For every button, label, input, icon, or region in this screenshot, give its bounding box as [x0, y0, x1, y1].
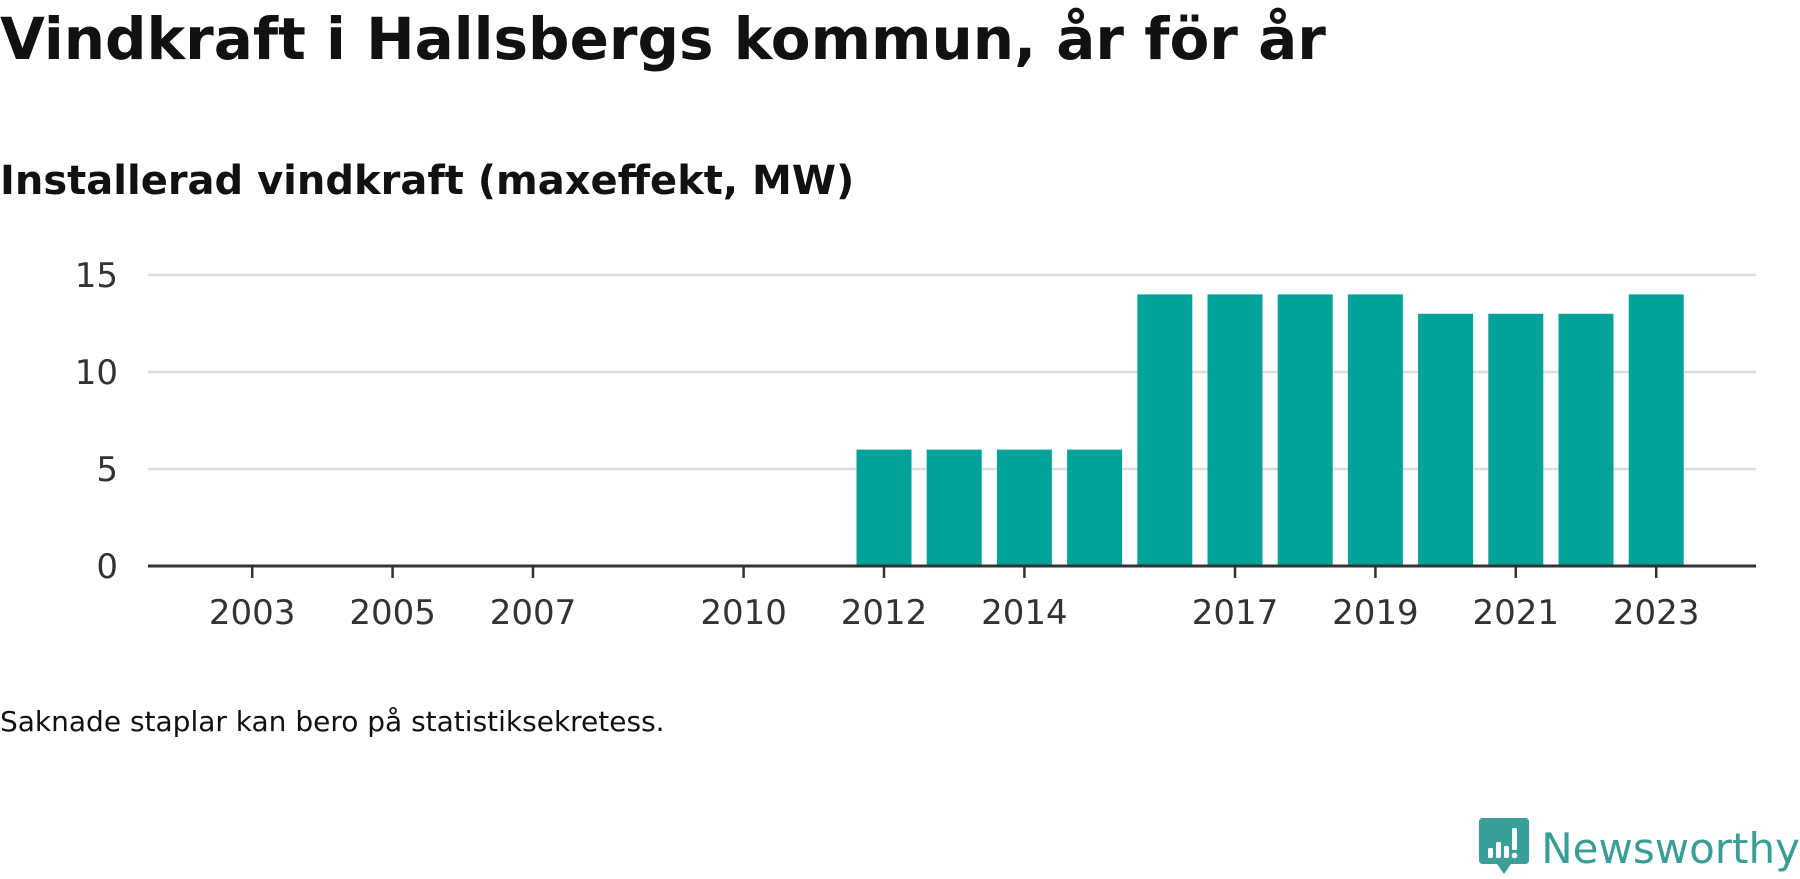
bars — [856, 294, 1684, 566]
bar-2014 — [996, 449, 1052, 566]
bar-2017 — [1207, 294, 1263, 566]
bar-2023 — [1628, 294, 1684, 566]
bar-2021 — [1488, 313, 1544, 566]
y-tick-label: 15 — [75, 256, 118, 296]
x-tick-label: 2003 — [209, 593, 296, 633]
x-axis-ticks: 2003 2005 2007 2010 2012 2014 2017 2019 2021 2023 — [209, 566, 1700, 633]
brand-name: Newsworthy — [1541, 823, 1800, 873]
newsworthy-logo-icon — [1479, 818, 1530, 874]
footnote: Saknade staplar kan bero på statistiksek… — [0, 705, 665, 738]
x-tick-label: 2012 — [841, 593, 928, 633]
y-tick-label: 5 — [96, 450, 118, 490]
bar-2015 — [1067, 449, 1123, 566]
bar-2019 — [1347, 294, 1403, 566]
bar-2020 — [1418, 313, 1474, 566]
bar-2016 — [1137, 294, 1193, 566]
chart-subtitle: Installerad vindkraft (maxeffekt, MW) — [0, 158, 855, 204]
x-tick-label: 2019 — [1332, 593, 1419, 633]
x-tick-label: 2021 — [1473, 593, 1560, 633]
bar-2013 — [926, 449, 982, 566]
x-tick-label: 2005 — [349, 593, 436, 633]
x-tick-label: 2023 — [1613, 593, 1700, 633]
x-tick-label: 2017 — [1192, 593, 1279, 633]
bar-2022 — [1558, 313, 1614, 566]
y-tick-label: 0 — [96, 547, 118, 587]
newsworthy-logo: Newsworthy — [1479, 818, 1800, 878]
chart-title: Vindkraft i Hallsbergs kommun, år för år — [0, 5, 1326, 73]
x-tick-label: 2010 — [700, 593, 787, 633]
x-tick-label: 2007 — [490, 593, 577, 633]
bar-2012 — [856, 449, 912, 566]
y-tick-label: 10 — [75, 353, 118, 393]
y-axis-ticks: 0 5 10 15 — [75, 256, 118, 587]
x-tick-label: 2014 — [981, 593, 1068, 633]
bar-2018 — [1277, 294, 1333, 566]
